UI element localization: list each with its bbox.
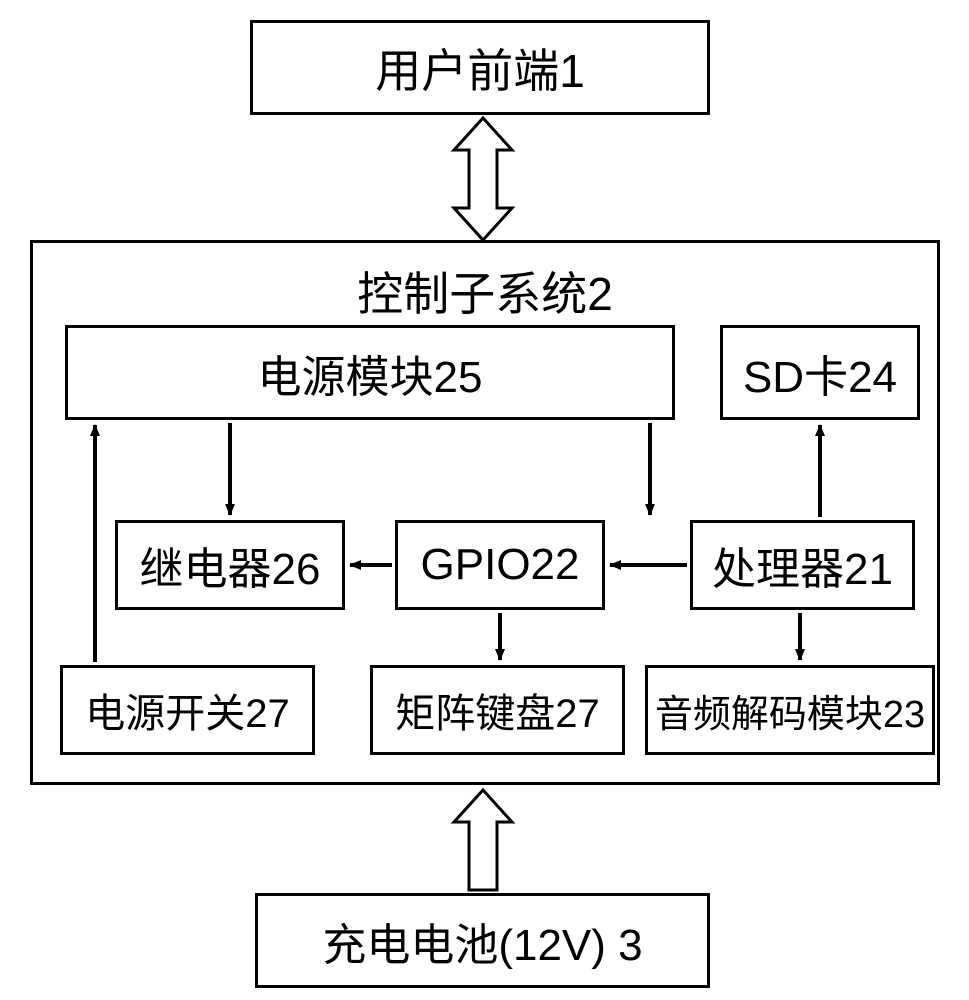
node-label: 用户前端1 — [375, 35, 585, 101]
node-user-front: 用户前端1 — [250, 20, 710, 115]
node-label: 音频解码模块23 — [655, 683, 925, 738]
node-relay: 继电器26 — [115, 520, 345, 610]
node-sd-card: SD卡24 — [720, 325, 920, 420]
node-label: 电源模块25 — [258, 341, 483, 405]
node-label: GPIO22 — [421, 540, 580, 590]
container-title: 控制子系统2 — [33, 258, 937, 324]
node-label: 控制子系统2 — [357, 268, 613, 320]
node-label: 处理器21 — [712, 533, 893, 597]
node-label: 继电器26 — [140, 533, 321, 597]
node-power-switch: 电源开关27 — [60, 665, 315, 755]
edge-battery-control — [454, 790, 512, 890]
diagram-canvas: 用户前端1 控制子系统2 电源模块25 SD卡24 继电器26 GPIO22 处… — [0, 0, 969, 1000]
node-label: SD卡24 — [743, 341, 897, 405]
node-power-module: 电源模块25 — [65, 325, 675, 420]
node-processor: 处理器21 — [690, 520, 915, 610]
edge-user-control — [454, 118, 512, 240]
node-audio-decode: 音频解码模块23 — [645, 665, 935, 755]
node-label: 充电电池(12V) 3 — [322, 909, 642, 973]
node-battery: 充电电池(12V) 3 — [255, 893, 710, 988]
node-matrix-keyboard: 矩阵键盘27 — [370, 665, 625, 755]
node-label: 电源开关27 — [85, 681, 290, 739]
node-gpio: GPIO22 — [395, 520, 605, 610]
node-label: 矩阵键盘27 — [395, 681, 600, 739]
